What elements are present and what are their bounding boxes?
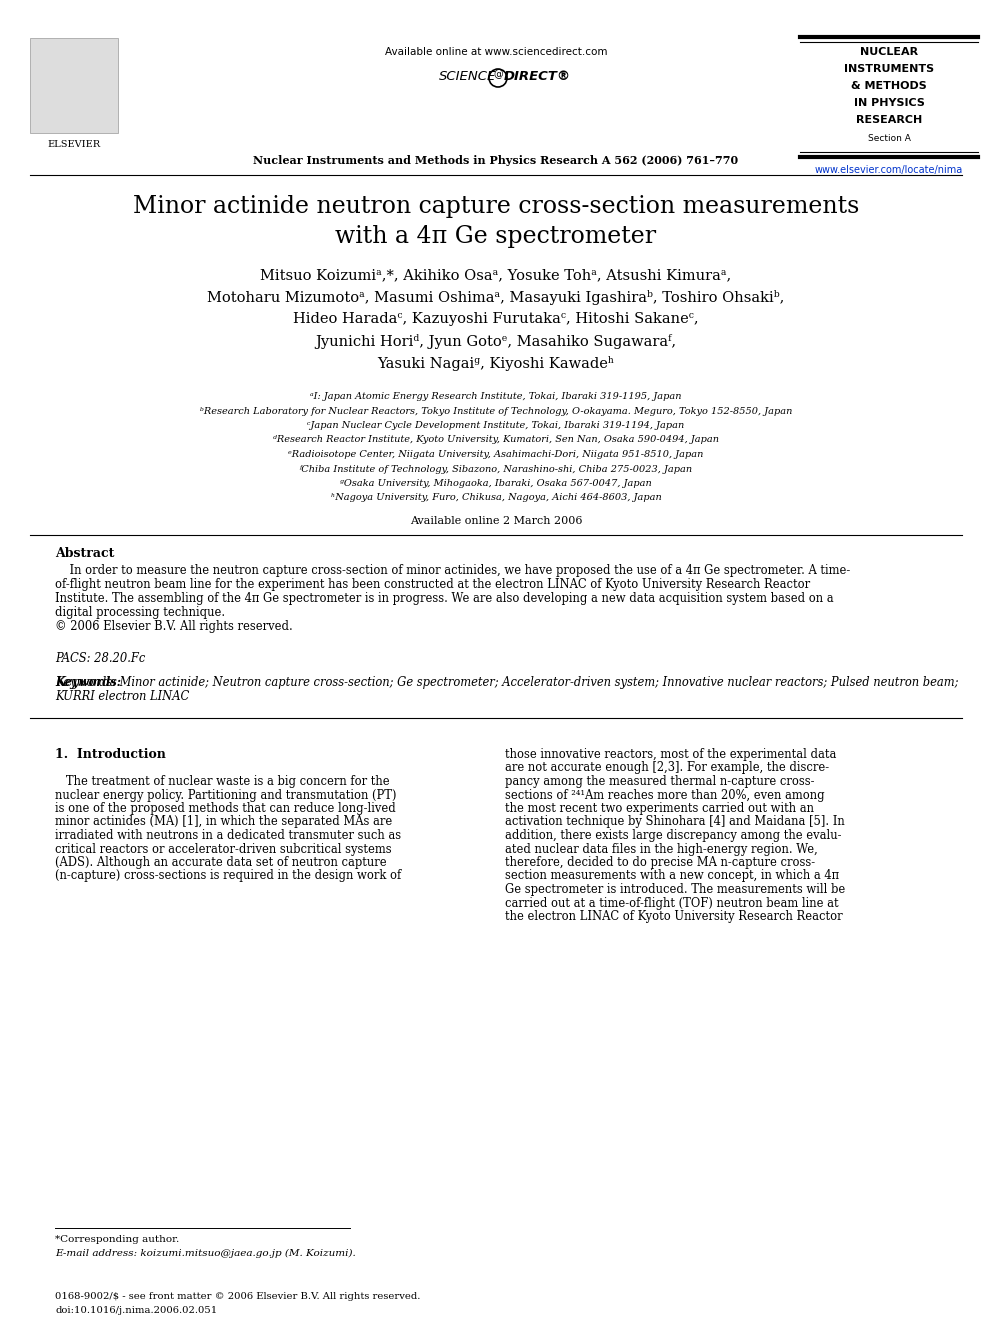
Text: Jyunichi Horiᵈ, Jyun Gotoᵉ, Masahiko Sugawaraᶠ,: Jyunichi Horiᵈ, Jyun Gotoᵉ, Masahiko Sug… <box>315 333 677 349</box>
Text: ᵇResearch Laboratory for Nuclear Reactors, Tokyo Institute of Technology, O-okay: ᵇResearch Laboratory for Nuclear Reactor… <box>199 406 793 415</box>
Text: section measurements with a new concept, in which a 4π: section measurements with a new concept,… <box>505 869 839 882</box>
Text: minor actinides (MA) [1], in which the separated MAs are: minor actinides (MA) [1], in which the s… <box>55 815 392 828</box>
Text: Mitsuo Koizumiᵃ,*, Akihiko Osaᵃ, Yosuke Tohᵃ, Atsushi Kimuraᵃ,: Mitsuo Koizumiᵃ,*, Akihiko Osaᵃ, Yosuke … <box>260 269 732 282</box>
Text: ᵃI: Japan Atomic Energy Research Institute, Tokai, Ibaraki 319-1195, Japan: ᵃI: Japan Atomic Energy Research Institu… <box>310 392 682 401</box>
Text: the electron LINAC of Kyoto University Research Reactor: the electron LINAC of Kyoto University R… <box>505 910 842 923</box>
Text: @: @ <box>493 69 503 79</box>
Text: NUCLEAR: NUCLEAR <box>860 48 918 57</box>
Text: (n-capture) cross-sections is required in the design work of: (n-capture) cross-sections is required i… <box>55 869 401 882</box>
Text: Institute. The assembling of the 4π Ge spectrometer is in progress. We are also : Institute. The assembling of the 4π Ge s… <box>55 591 833 605</box>
Text: therefore, decided to do precise MA n-capture cross-: therefore, decided to do precise MA n-ca… <box>505 856 815 869</box>
Text: INSTRUMENTS: INSTRUMENTS <box>844 64 934 74</box>
Text: doi:10.1016/j.nima.2006.02.051: doi:10.1016/j.nima.2006.02.051 <box>55 1306 217 1315</box>
Text: www.elsevier.com/locate/nima: www.elsevier.com/locate/nima <box>814 165 963 175</box>
Text: pancy among the measured thermal n-capture cross-: pancy among the measured thermal n-captu… <box>505 775 814 789</box>
Text: DIRECT®: DIRECT® <box>504 70 571 83</box>
Text: In order to measure the neutron capture cross-section of minor actinides, we hav: In order to measure the neutron capture … <box>55 564 850 577</box>
Text: (ADS). Although an accurate data set of neutron capture: (ADS). Although an accurate data set of … <box>55 856 387 869</box>
Text: of-flight neutron beam line for the experiment has been constructed at the elect: of-flight neutron beam line for the expe… <box>55 578 810 591</box>
Bar <box>30 38 118 134</box>
Text: the most recent two experiments carried out with an: the most recent two experiments carried … <box>505 802 814 815</box>
Text: SCIENCE: SCIENCE <box>438 70 496 83</box>
Text: E-mail address: koizumi.mitsuo@jaea.go.jp (M. Koizumi).: E-mail address: koizumi.mitsuo@jaea.go.j… <box>55 1249 356 1258</box>
Text: Keywords: Minor actinide; Neutron capture cross-section; Ge spectrometer; Accele: Keywords: Minor actinide; Neutron captur… <box>55 676 958 689</box>
Text: KURRI electron LINAC: KURRI electron LINAC <box>55 691 189 703</box>
Text: nuclear energy policy. Partitioning and transmutation (PT): nuclear energy policy. Partitioning and … <box>55 789 397 802</box>
Text: PACS: 28.20.Fc: PACS: 28.20.Fc <box>55 652 146 665</box>
Text: *Corresponding author.: *Corresponding author. <box>55 1234 180 1244</box>
Text: activation technique by Shinohara [4] and Maidana [5]. In: activation technique by Shinohara [4] an… <box>505 815 845 828</box>
Text: & METHODS: & METHODS <box>851 81 927 91</box>
Text: with a 4π Ge spectrometer: with a 4π Ge spectrometer <box>335 225 657 247</box>
Text: ᶠChiba Institute of Technology, Sibazono, Narashino-shi, Chiba 275-0023, Japan: ᶠChiba Institute of Technology, Sibazono… <box>300 464 692 474</box>
Text: Abstract: Abstract <box>55 546 114 560</box>
Text: The treatment of nuclear waste is a big concern for the: The treatment of nuclear waste is a big … <box>55 775 390 789</box>
Text: is one of the proposed methods that can reduce long-lived: is one of the proposed methods that can … <box>55 802 396 815</box>
Text: addition, there exists large discrepancy among the evalu-: addition, there exists large discrepancy… <box>505 830 841 841</box>
Text: Hideo Haradaᶜ, Kazuyoshi Furutakaᶜ, Hitoshi Sakaneᶜ,: Hideo Haradaᶜ, Kazuyoshi Furutakaᶜ, Hito… <box>294 312 698 325</box>
Text: Section A: Section A <box>868 134 911 143</box>
Text: Keywords:: Keywords: <box>55 676 121 689</box>
Text: © 2006 Elsevier B.V. All rights reserved.: © 2006 Elsevier B.V. All rights reserved… <box>55 620 293 632</box>
Text: Available online at www.sciencedirect.com: Available online at www.sciencedirect.co… <box>385 48 607 57</box>
Text: ᵈResearch Reactor Institute, Kyoto University, Kumatori, Sen Nan, Osaka 590-0494: ᵈResearch Reactor Institute, Kyoto Unive… <box>273 435 719 445</box>
Text: IN PHYSICS: IN PHYSICS <box>853 98 925 108</box>
Text: Motoharu Mizumotoᵃ, Masumi Oshimaᵃ, Masayuki Igashiraᵇ, Toshiro Ohsakiᵇ,: Motoharu Mizumotoᵃ, Masumi Oshimaᵃ, Masa… <box>207 290 785 306</box>
Text: Minor actinide neutron capture cross-section measurements: Minor actinide neutron capture cross-sec… <box>133 194 859 218</box>
Text: ELSEVIER: ELSEVIER <box>48 140 100 149</box>
Text: 0168-9002/$ - see front matter © 2006 Elsevier B.V. All rights reserved.: 0168-9002/$ - see front matter © 2006 El… <box>55 1293 421 1301</box>
Text: Ge spectrometer is introduced. The measurements will be: Ge spectrometer is introduced. The measu… <box>505 882 845 896</box>
Text: are not accurate enough [2,3]. For example, the discre-: are not accurate enough [2,3]. For examp… <box>505 762 829 774</box>
Text: ʰNagoya University, Furo, Chikusa, Nagoya, Aichi 464-8603, Japan: ʰNagoya University, Furo, Chikusa, Nagoy… <box>330 493 662 503</box>
Text: carried out at a time-of-flight (TOF) neutron beam line at: carried out at a time-of-flight (TOF) ne… <box>505 897 838 909</box>
Text: Yasuki Nagaiᵍ, Kiyoshi Kawadeʰ: Yasuki Nagaiᵍ, Kiyoshi Kawadeʰ <box>377 356 615 370</box>
Text: RESEARCH: RESEARCH <box>856 115 923 124</box>
Circle shape <box>489 69 507 87</box>
Text: 1.  Introduction: 1. Introduction <box>55 747 166 761</box>
Text: ᶜJapan Nuclear Cycle Development Institute, Tokai, Ibaraki 319-1194, Japan: ᶜJapan Nuclear Cycle Development Institu… <box>308 421 684 430</box>
Text: ᵍOsaka University, Mihogaoka, Ibaraki, Osaka 567-0047, Japan: ᵍOsaka University, Mihogaoka, Ibaraki, O… <box>340 479 652 488</box>
Text: digital processing technique.: digital processing technique. <box>55 606 225 619</box>
Text: irradiated with neutrons in a dedicated transmuter such as: irradiated with neutrons in a dedicated … <box>55 830 401 841</box>
Text: ated nuclear data files in the high-energy region. We,: ated nuclear data files in the high-ener… <box>505 843 817 856</box>
Text: those innovative reactors, most of the experimental data: those innovative reactors, most of the e… <box>505 747 836 761</box>
Text: sections of ²⁴¹Am reaches more than 20%, even among: sections of ²⁴¹Am reaches more than 20%,… <box>505 789 824 802</box>
Text: critical reactors or accelerator-driven subcritical systems: critical reactors or accelerator-driven … <box>55 843 392 856</box>
Text: Available online 2 March 2006: Available online 2 March 2006 <box>410 516 582 527</box>
Text: Nuclear Instruments and Methods in Physics Research A 562 (2006) 761–770: Nuclear Instruments and Methods in Physi… <box>253 155 739 165</box>
Text: ᵉRadioisotope Center, Niigata University, Asahimachi-Dori, Niigata 951-8510, Jap: ᵉRadioisotope Center, Niigata University… <box>289 450 703 459</box>
